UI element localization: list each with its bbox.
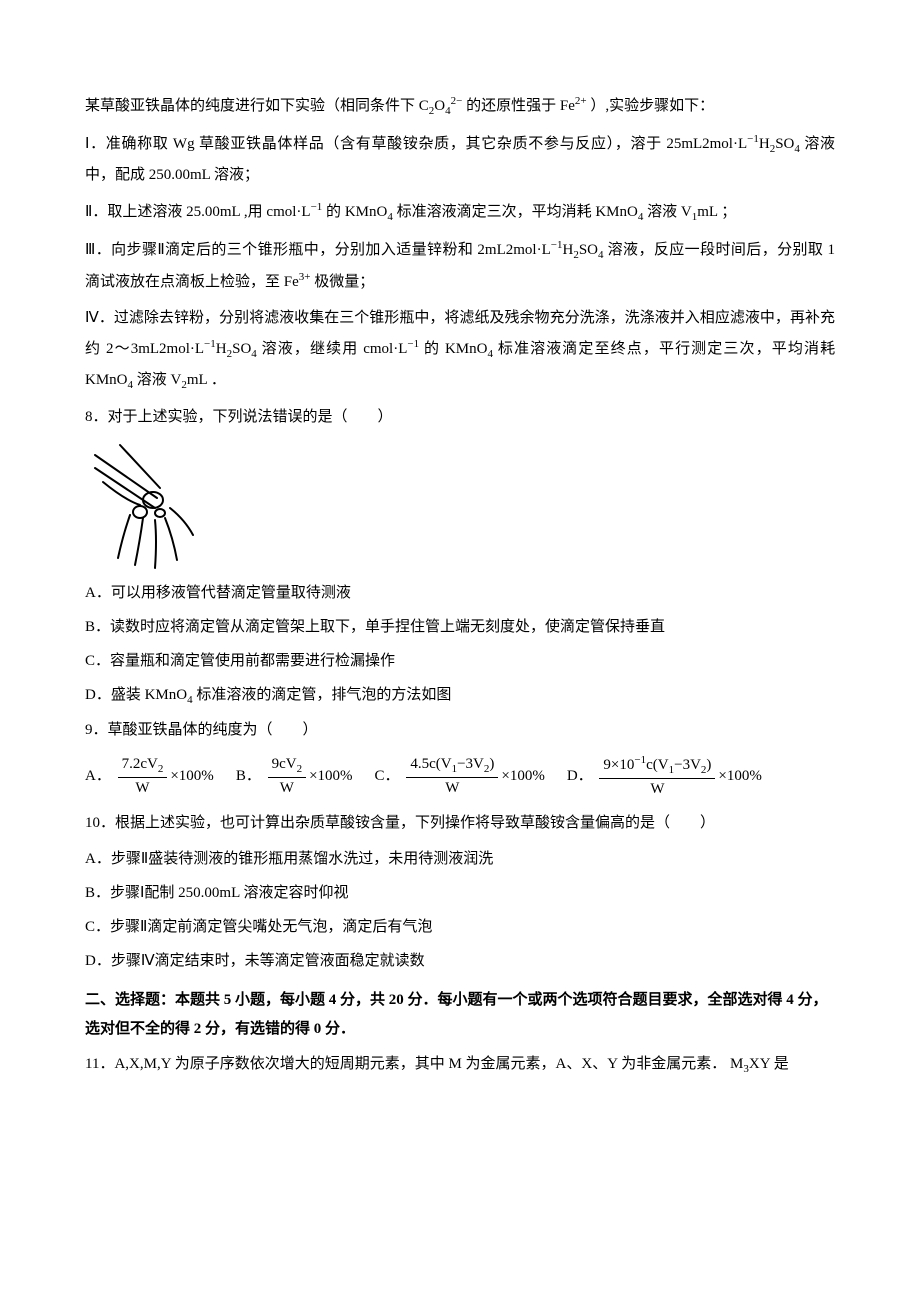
fraction: 4.5c(V1−3V2) W — [406, 754, 498, 799]
section-2-heading: 二、选择题：本题共 5 小题，每小题 4 分，共 20 分．每小题有一个或两个选… — [85, 986, 835, 1043]
q9-options: A． 7.2cV2 W ×100% B． 9cV2 W ×100% C． 4.5… — [85, 753, 835, 800]
q9-stem: 9．草酸亚铁晶体的纯度为（ ） — [85, 715, 835, 745]
label: D． — [567, 768, 593, 784]
formula: Fe2+ — [560, 98, 587, 114]
q9-option-d: D． 9×10−1c(V1−3V2) W ×100% — [567, 753, 762, 800]
q8-option-b: B．读数时应将滴定管从滴定管架上取下，单手捏住管上端无刻度处，使滴定管保持垂直 — [85, 612, 835, 642]
text: 的 — [424, 341, 440, 357]
text: 标准溶液滴定三次，平均消耗 — [397, 204, 592, 220]
q10-stem: 10．根据上述实验，也可计算出杂质草酸铵含量，下列操作将导致草酸铵含量偏高的是（… — [85, 808, 835, 838]
text: Ⅰ．准确称取 Wg 草酸亚铁晶体样品（含有草酸铵杂质，其它杂质不参与反应），溶于 — [85, 136, 662, 152]
text: 是 — [774, 1056, 789, 1072]
tail: ×100% — [501, 768, 544, 784]
q10-option-a: A．步骤Ⅱ盛装待测液的锥形瓶用蒸馏水洗过，未用待测液润洗 — [85, 844, 835, 874]
formula: KMnO4 — [85, 372, 133, 388]
label: C． — [375, 768, 400, 784]
q8-option-c: C．容量瓶和滴定管使用前都需要进行检漏操作 — [85, 646, 835, 676]
text: 11．A,X,M,Y 为原子序数依次增大的短周期元素，其中 M 为金属元素，A、… — [85, 1056, 726, 1072]
text: 溶液 — [137, 372, 167, 388]
q8-stem: 8．对于上述实验，下列说法错误的是（ ） — [85, 402, 835, 432]
text: 的 — [326, 204, 341, 220]
fraction: 9cV2 W — [268, 754, 307, 799]
fraction: 9×10−1c(V1−3V2) W — [599, 753, 715, 800]
text: 溶液，继续用 — [262, 341, 359, 357]
intro-line-1: 某草酸亚铁晶体的纯度进行如下实验（相同条件下 C2O42− 的还原性强于 Fe2… — [85, 90, 835, 122]
formula: KMnO4 — [445, 341, 493, 357]
text: 溶液 — [647, 204, 677, 220]
text: ； — [721, 204, 736, 220]
step-2: Ⅱ．取上述溶液 25.00mL ,用 cmol·L−1 的 KMnO4 标准溶液… — [85, 196, 835, 228]
q9-option-c: C． 4.5c(V1−3V2) W ×100% — [375, 754, 545, 799]
q11-stem: 11．A,X,M,Y 为原子序数依次增大的短周期元素，其中 M 为金属元素，A、… — [85, 1049, 835, 1080]
step-3: Ⅲ．向步骤Ⅱ滴定后的三个锥形瓶中，分别加入适量锌粉和 2mL2mol·L−1H2… — [85, 234, 835, 297]
formula: 2mL2mol·L−1H2SO4 — [477, 242, 603, 258]
burette-tip-figure — [85, 440, 215, 570]
formula: V2mL — [171, 372, 208, 388]
text: 标准溶液的滴定管，排气泡的方法如图 — [196, 687, 451, 703]
text: Ⅱ．取上述溶液 25.00mL ,用 — [85, 204, 263, 220]
text: ）,实验步骤如下： — [590, 98, 714, 114]
formula: cmol·L−1 — [363, 341, 419, 357]
q9-option-b: B． 9cV2 W ×100% — [236, 754, 353, 799]
formula: V1mL — [681, 204, 718, 220]
formula: KMnO4 — [345, 204, 393, 220]
formula: Fe3+ — [284, 274, 311, 290]
label: A． — [85, 768, 111, 784]
q9-option-a: A． 7.2cV2 W ×100% — [85, 754, 214, 799]
text: 的还原性强于 — [466, 98, 556, 114]
q10-option-d: D．步骤Ⅳ滴定结束时，未等滴定管液面稳定就读数 — [85, 946, 835, 976]
q10-option-b: B．步骤Ⅰ配制 250.00mL 溶液定容时仰视 — [85, 878, 835, 908]
q10-option-c: C．步骤Ⅱ滴定前滴定管尖嘴处无气泡，滴定后有气泡 — [85, 912, 835, 942]
formula: C2O42− — [419, 98, 463, 114]
fraction: 7.2cV2 W — [118, 754, 168, 799]
step-4: Ⅳ．过滤除去锌粉，分别将滤液收集在三个锥形瓶中，将滤纸及残余物充分洗涤，洗涤液并… — [85, 303, 835, 396]
formula: cmol·L−1 — [266, 204, 322, 220]
q8-option-d: D．盛装 KMnO4 标准溶液的滴定管，排气泡的方法如图 — [85, 680, 835, 711]
step-1: Ⅰ．准确称取 Wg 草酸亚铁晶体样品（含有草酸铵杂质，其它杂质不参与反应），溶于… — [85, 128, 835, 190]
text: 标准溶液滴定至终点，平行测定三次，平均消耗 — [498, 341, 835, 357]
text: ． — [211, 372, 226, 388]
tail: ×100% — [718, 768, 761, 784]
label: B． — [236, 768, 261, 784]
formula: 2～3mL2mol·L−1H2SO4 — [106, 341, 257, 357]
text: 某草酸亚铁晶体的纯度进行如下实验（相同条件下 — [85, 98, 415, 114]
text: 极微量； — [314, 274, 374, 290]
formula: 25mL2mol·L−1H2SO4 — [666, 136, 800, 152]
text: D．盛装 — [85, 687, 141, 703]
formula: KMnO4 — [595, 204, 643, 220]
formula: M3XY — [730, 1056, 770, 1072]
formula: KMnO4 — [145, 687, 193, 703]
tail: ×100% — [170, 768, 213, 784]
tail: ×100% — [309, 768, 352, 784]
q8-option-a: A．可以用移液管代替滴定管量取待测液 — [85, 578, 835, 608]
text: Ⅲ．向步骤Ⅱ滴定后的三个锥形瓶中，分别加入适量锌粉和 — [85, 242, 473, 258]
